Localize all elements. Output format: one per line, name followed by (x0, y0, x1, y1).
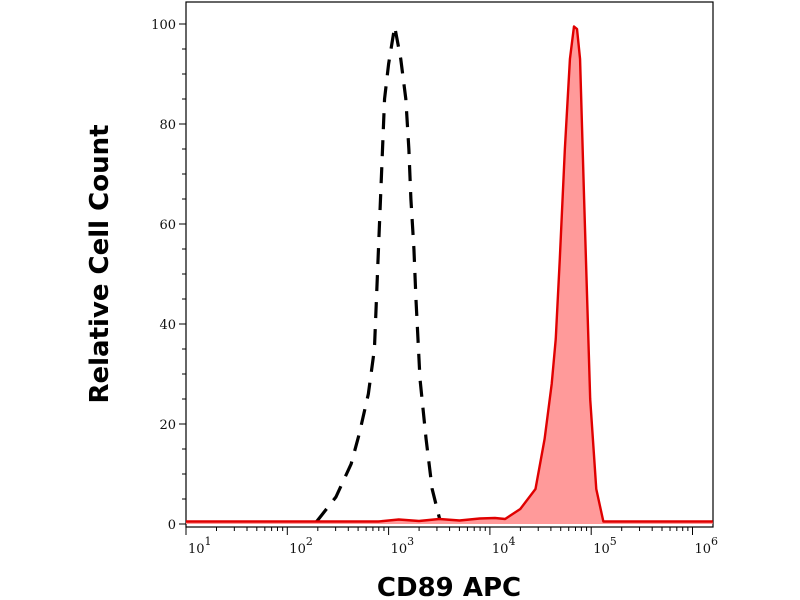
x-tick-label: 105 (593, 535, 617, 557)
x-tick-base: 10 (593, 542, 610, 557)
y-axis-title: Relative Cell Count (85, 124, 115, 403)
x-tick-base: 10 (289, 542, 306, 557)
x-tick-label: 102 (289, 535, 313, 557)
x-tick-exponent: 3 (407, 535, 414, 548)
x-tick-label: 106 (695, 535, 719, 557)
y-tick-label: 20 (159, 418, 176, 433)
y-tick-label: 60 (159, 218, 176, 233)
x-axis-title: CD89 APC (377, 573, 521, 600)
y-tick-label: 80 (159, 118, 176, 133)
x-tick-exponent: 5 (610, 535, 617, 548)
x-tick-label: 104 (492, 535, 516, 557)
x-tick-label: 103 (391, 535, 415, 557)
series-fill-1 (186, 26, 713, 524)
x-tick-exponent: 6 (711, 535, 718, 548)
x-tick-exponent: 1 (205, 535, 212, 548)
x-tick-base: 10 (391, 542, 408, 557)
stained-curve (186, 25, 713, 523)
x-tick-base: 10 (492, 542, 509, 557)
y-tick-label: 0 (168, 518, 176, 533)
y-tick-label: 100 (151, 18, 176, 33)
x-tick-exponent: 2 (306, 535, 313, 548)
x-tick-base: 10 (188, 542, 205, 557)
x-tick-exponent: 4 (508, 535, 515, 548)
y-tick-label: 40 (159, 318, 176, 333)
plot-frame (185, 1, 714, 528)
x-tick-base: 10 (695, 542, 712, 557)
control-curve (315, 24, 442, 523)
x-tick-label: 101 (188, 535, 212, 557)
